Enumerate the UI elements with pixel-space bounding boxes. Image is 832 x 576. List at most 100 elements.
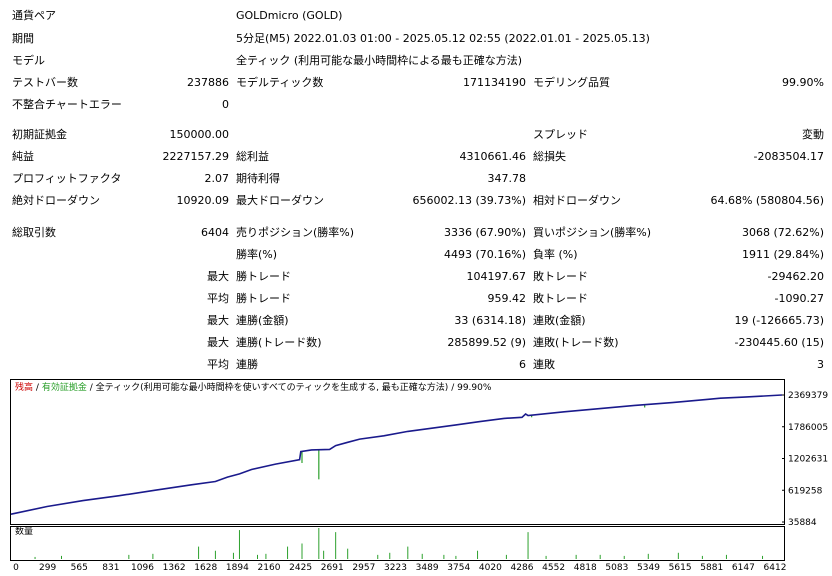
max-consec-losses-trades-value: -230445.60 (15) [734, 336, 824, 349]
legend-equity: 有効証拠金 [41, 383, 87, 393]
max-prefix-3: 最大 [207, 336, 229, 349]
profit-factor-label: プロフィットファクタ [12, 172, 122, 185]
spread-label: スプレッド [533, 128, 588, 141]
abs-drawdown-value: 10920.09 [176, 194, 230, 207]
abs-drawdown-label: 絶対ドローダウン [12, 194, 100, 207]
volume-label: 数量 [15, 527, 34, 537]
x-tick-label: 5349 [637, 563, 660, 573]
max-prefix-2: 最大 [207, 314, 229, 327]
gross-profit-value: 4310661.46 [459, 150, 526, 163]
currency-value: GOLDmicro (GOLD) [236, 9, 343, 22]
max-consec-losses-amt-label: 連敗(金額) [533, 314, 586, 327]
legend-model: 全ティック(利用可能な最小時間枠を使いすべてのティックを生成する, 最も正確な方… [95, 383, 449, 393]
avg-consec-losses-label: 連敗 [533, 358, 555, 371]
win-rate-label: 勝率(%) [236, 248, 278, 261]
avg-loss-trade-label: 敗トレード [533, 292, 588, 305]
legend-quality: 99.90% [457, 383, 492, 393]
long-positions-value: 3068 (72.62%) [741, 226, 824, 239]
balance-chart-panel [10, 379, 785, 525]
expected-payoff-value: 347.78 [487, 172, 527, 185]
max-win-trade-value: 104197.67 [466, 270, 527, 283]
short-positions-label: 売りポジション(勝率%) [236, 226, 355, 239]
avg-consec-wins-value: 6 [519, 358, 526, 371]
quality-value: 99.90% [782, 76, 824, 89]
y-tick-label: 619258 [788, 486, 823, 496]
x-tick-label: 4286 [511, 563, 534, 573]
x-tick-label: 831 [102, 563, 119, 573]
mismatch-value: 0 [222, 98, 229, 111]
x-tick-label: 6147 [732, 563, 755, 573]
avg-win-trade-label: 勝トレード [236, 292, 291, 305]
gross-profit-label: 総利益 [236, 150, 269, 163]
win-rate-value: 4493 (70.16%) [443, 248, 526, 261]
max-consec-wins-amt-label: 連勝(金額) [236, 314, 289, 327]
rel-drawdown-label: 相対ドローダウン [533, 194, 621, 207]
bars-label: テストバー数 [12, 76, 78, 89]
model-value: 全ティック (利用可能な最小時間枠による最も正確な方法) [236, 54, 523, 67]
deposit-label: 初期証拠金 [12, 128, 67, 141]
legend-balance: 残高 [15, 383, 34, 393]
x-tick-label: 1096 [131, 563, 154, 573]
gross-loss-value: -2083504.17 [753, 150, 824, 163]
max-win-trade-label: 勝トレード [236, 270, 291, 283]
net-profit-label: 純益 [12, 150, 34, 163]
legend-separator: / [451, 383, 455, 393]
max-loss-trade-value: -29462.20 [767, 270, 824, 283]
max-drawdown-value: 656002.13 (39.73%) [412, 194, 526, 207]
max-consec-wins-trades-label: 連勝(トレード数) [236, 336, 322, 349]
ticks-value: 171134190 [463, 76, 526, 89]
expected-payoff-label: 期待利得 [236, 172, 280, 185]
x-tick-label: 299 [39, 563, 56, 573]
y-tick-label: 1786005 [788, 423, 828, 433]
long-positions-label: 買いポジション(勝率%) [533, 226, 652, 239]
profit-factor-value: 2.07 [204, 172, 230, 185]
x-tick-label: 3489 [416, 563, 439, 573]
max-consec-wins-trades-value: 285899.52 (9) [447, 336, 526, 349]
loss-rate-label: 負率 (%) [533, 248, 578, 261]
x-tick-label: 1628 [194, 563, 217, 573]
x-tick-label: 5615 [669, 563, 692, 573]
mismatch-label: 不整合チャートエラー [12, 98, 122, 111]
avg-consec-losses-value: 3 [817, 358, 824, 371]
loss-rate-value: 1911 (29.84%) [741, 248, 824, 261]
gross-loss-label: 総損失 [533, 150, 566, 163]
spread-value: 変動 [802, 128, 824, 141]
x-tick-label: 4552 [542, 563, 565, 573]
x-tick-label: 4020 [479, 563, 502, 573]
avg-win-trade-value: 959.42 [487, 292, 527, 305]
period-label: 期間 [12, 32, 34, 45]
max-prefix: 最大 [207, 270, 229, 283]
y-tick-label: 1202631 [788, 455, 828, 465]
max-loss-trade-label: 敗トレード [533, 270, 588, 283]
legend-separator: / [35, 383, 39, 393]
max-drawdown-label: 最大ドローダウン [236, 194, 324, 207]
total-trades-value: 6404 [201, 226, 229, 239]
bars-value: 237886 [187, 76, 229, 89]
short-positions-value: 3336 (67.90%) [443, 226, 526, 239]
x-tick-label: 3223 [384, 563, 407, 573]
x-tick-label: 3754 [447, 563, 470, 573]
deposit-value: 150000.00 [169, 128, 230, 141]
model-label: モデル [12, 54, 45, 67]
x-tick-label: 1894 [226, 563, 249, 573]
y-tick-label: 2369379 [788, 391, 828, 401]
legend-separator: / [89, 383, 93, 393]
ticks-label: モデルティック数 [236, 76, 324, 89]
x-tick-label: 5881 [700, 563, 723, 573]
avg-prefix: 平均 [207, 292, 229, 305]
x-tick-label: 0 [13, 563, 19, 573]
max-consec-losses-amt-value: 19 (-126665.73) [734, 314, 824, 327]
total-trades-label: 総取引数 [12, 226, 56, 239]
avg-loss-trade-value: -1090.27 [774, 292, 824, 305]
x-tick-label: 2691 [321, 563, 344, 573]
chart-legend: 残高 / 有効証拠金 / 全ティック(利用可能な最小時間枠を使いすべてのティック… [15, 383, 491, 394]
x-tick-label: 6412 [764, 563, 787, 573]
period-value: 5分足(M5) 2022.01.03 01:00 - 2025.05.12 02… [236, 32, 650, 45]
x-tick-label: 4818 [574, 563, 597, 573]
volume-panel [10, 526, 785, 561]
x-tick-label: 2425 [289, 563, 312, 573]
avg-prefix-2: 平均 [207, 358, 229, 371]
x-tick-label: 565 [71, 563, 88, 573]
x-tick-label: 1362 [163, 563, 186, 573]
x-tick-label: 2160 [258, 563, 281, 573]
